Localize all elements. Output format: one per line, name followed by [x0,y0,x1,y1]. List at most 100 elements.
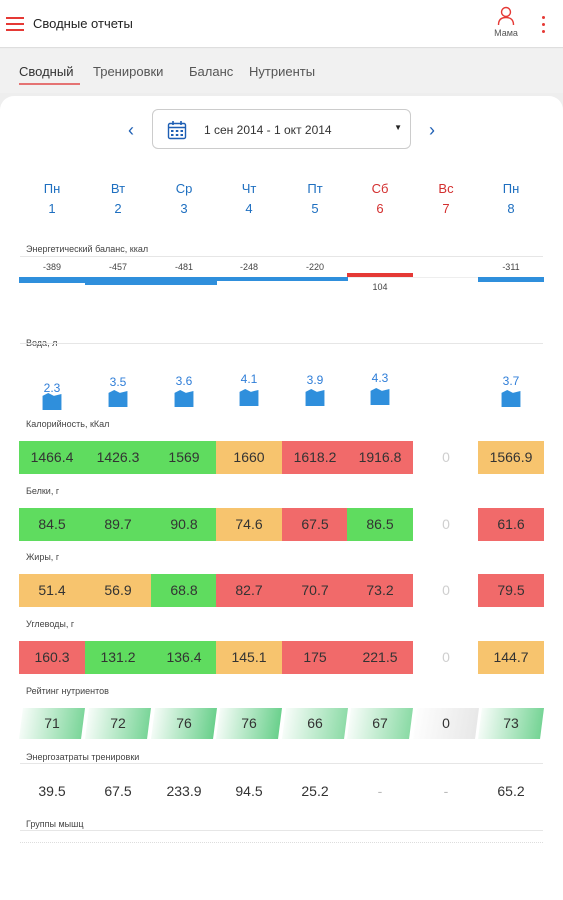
nutrient-rating-cell: 76 [151,708,217,739]
day-header[interactable]: Чт 4 [216,179,282,219]
proteins-cell: 86.5 [347,508,413,541]
day-number: 5 [311,201,319,216]
fats-cell: 56.9 [85,574,151,607]
more-options-icon[interactable] [540,14,548,36]
calories-label: Калорийность, кКал [26,419,110,429]
nutrient-rating-cell: 72 [85,708,151,739]
fats-label: Жиры, г [26,552,60,562]
day-name: Пт [307,181,323,196]
user-icon [497,6,515,26]
next-period-button[interactable]: › [429,120,435,140]
divider [20,256,543,257]
balance-bar [347,273,413,277]
training-energy-value: 94.5 [235,783,263,799]
proteins-cell: 90.8 [151,508,217,541]
fats-cell: 73.2 [347,574,413,607]
day-header[interactable]: Пт 5 [282,179,348,219]
dropdown-caret-icon: ▼ [394,123,402,132]
day-number: 3 [180,201,188,216]
menu-icon[interactable] [6,15,24,31]
tab-trainings[interactable]: Тренировки [93,64,164,79]
day-header[interactable]: Вс 7 [413,179,479,219]
water-value: 3.7 [502,374,520,388]
balance-value: -481 [174,262,193,272]
nutrient-rating-cell: 66 [282,708,348,739]
day-header[interactable]: Пн 1 [19,179,85,219]
water-value: 3.6 [175,374,193,388]
balance-bar [151,277,217,285]
calories-cell: 1618.2 [282,441,348,474]
calories-cell: 1426.3 [85,441,151,474]
active-tab-indicator [19,83,80,85]
water-glass-icon [108,390,128,407]
fats-cell: 68.8 [151,574,217,607]
day-header[interactable]: Пн 8 [478,179,544,219]
date-range-value: 1 сен 2014 - 1 окт 2014 [204,123,332,137]
proteins-cell: 84.5 [19,508,85,541]
nutrient-rating-cell: 73 [478,708,544,739]
divider [20,343,543,344]
day-number: 4 [245,201,253,216]
day-name: Вт [110,181,126,196]
energy-balance-label: Энергетический баланс, ккал [26,244,149,254]
day-number: 2 [114,201,122,216]
user-profile-button[interactable]: Мама [488,6,524,44]
training-energy-value: - [377,783,383,799]
day-number: 6 [376,201,384,216]
tab-nutrients[interactable]: Нутриенты [249,64,316,79]
day-header[interactable]: Сб 6 [347,179,413,219]
fats-cell: 70.7 [282,574,348,607]
nutrient-rating-cell: 0 [413,708,479,739]
balance-bar [282,277,348,281]
carbs-cell: 221.5 [347,641,413,674]
balance-bar [478,277,544,282]
day-number: 8 [507,201,515,216]
nutrient-rating-cell: 76 [216,708,282,739]
balance-bar [216,277,282,281]
page-title: Сводные отчеты [33,16,133,31]
training-energy-value: 233.9 [166,783,202,799]
day-name: Вс [438,181,454,196]
water-glass-icon [239,388,259,406]
balance-value: 104 [372,282,388,292]
water-glass-icon [305,389,325,406]
water-glass-icon [501,389,521,407]
training-energy-value: 39.5 [38,783,66,799]
carbs-label: Углеводы, г [26,619,75,629]
calories-cell: 1566.9 [478,441,544,474]
carbs-cell: 136.4 [151,641,217,674]
tab-balance[interactable]: Баланс [189,64,234,79]
training-energy-value: 25.2 [301,783,329,799]
water-value: 3.5 [109,375,127,389]
training-energy-label: Энергозатраты тренировки [26,752,140,762]
carbs-cell: 0 [442,649,450,665]
proteins-cell: 0 [442,516,450,532]
fats-cell: 79.5 [478,574,544,607]
balance-bar [19,277,85,283]
fats-cell: 51.4 [19,574,85,607]
day-header[interactable]: Вт 2 [85,179,151,219]
prev-period-button[interactable]: ‹ [128,120,134,140]
date-range-select[interactable]: 1 сен 2014 - 1 окт 2014 ▼ [152,109,411,149]
tab-bar: Сводный Тренировки Баланс Нутриенты [0,49,563,93]
calories-cell: 1916.8 [347,441,413,474]
calories-cell: 1660 [216,441,282,474]
balance-value: -389 [42,262,61,272]
water-value: 4.1 [240,372,258,386]
proteins-cell: 61.6 [478,508,544,541]
day-number: 1 [48,201,56,216]
day-name: Пн [502,181,520,196]
carbs-cell: 131.2 [85,641,151,674]
day-name: Пн [43,181,61,196]
balance-value: -220 [305,262,324,272]
proteins-cell: 74.6 [216,508,282,541]
day-name: Сб [371,181,389,196]
proteins-label: Белки, г [26,486,60,496]
tab-summary[interactable]: Сводный [19,64,74,79]
day-header[interactable]: Ср 3 [151,179,217,219]
water-value: 2.3 [43,381,61,395]
balance-value: -248 [239,262,258,272]
training-energy-value: 65.2 [497,783,525,799]
balance-value: -311 [502,262,520,272]
balance-bar [85,277,151,285]
